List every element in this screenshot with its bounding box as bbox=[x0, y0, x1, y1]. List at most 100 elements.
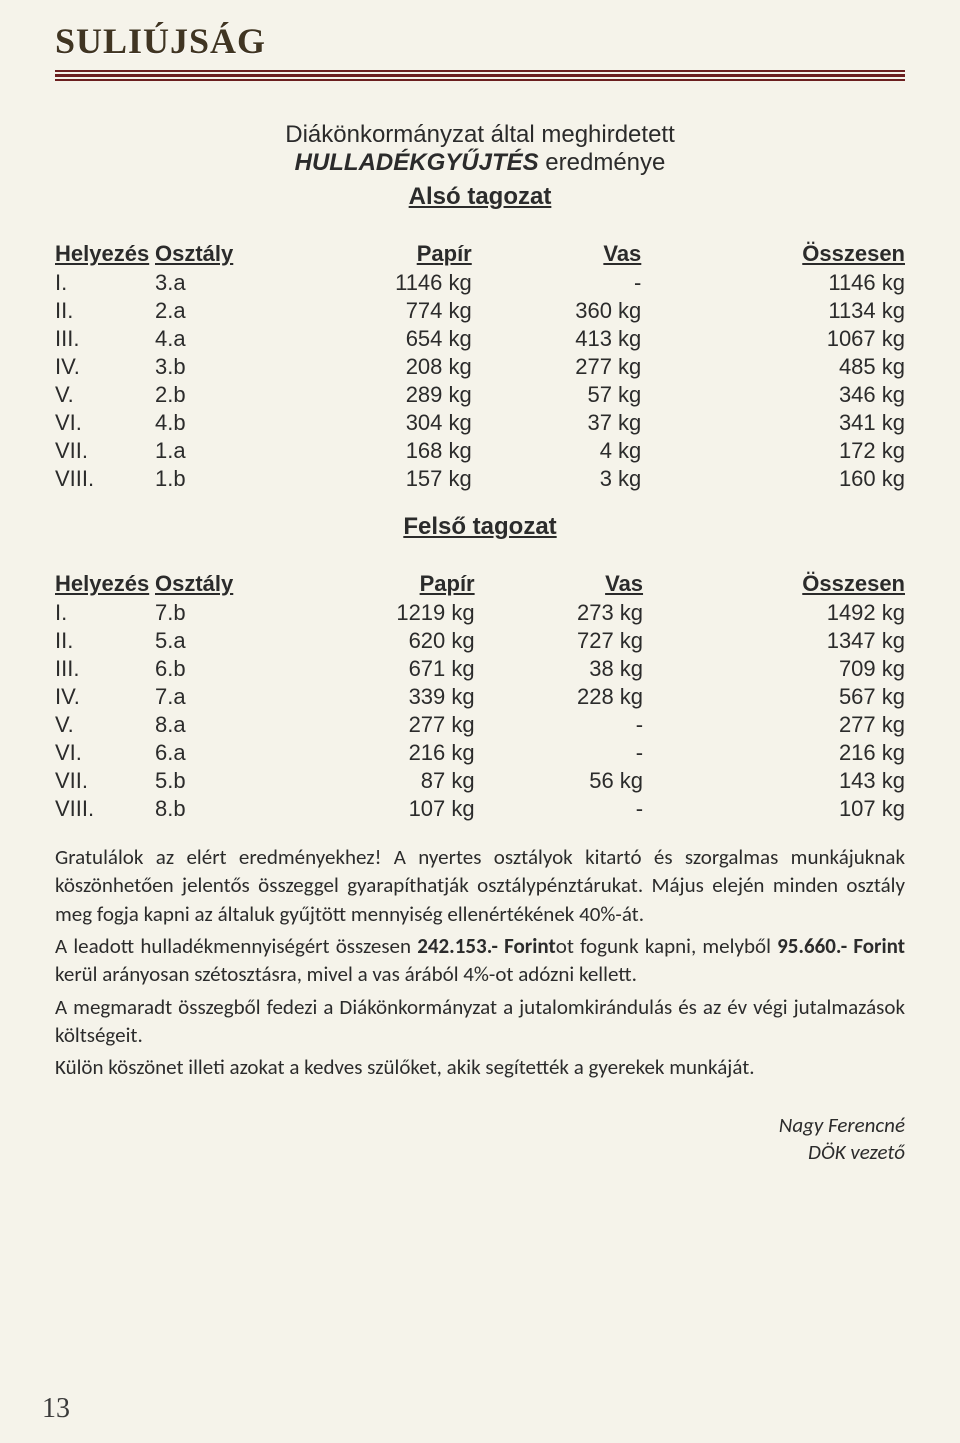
cell-vas: 727 kg bbox=[475, 627, 643, 655]
cell-rank: IV. bbox=[55, 683, 155, 711]
cell-rank: II. bbox=[55, 627, 155, 655]
title-line1: Diákönkormányzat által meghirdetett bbox=[55, 121, 905, 149]
title-line2: HULLADÉKGYŰJTÉS eredménye bbox=[55, 149, 905, 177]
article-title: Diákönkormányzat által meghirdetett HULL… bbox=[55, 121, 905, 211]
cell-osszesen: 143 kg bbox=[643, 767, 905, 795]
cell-vas: - bbox=[475, 739, 643, 767]
cell-vas: 413 kg bbox=[472, 325, 642, 353]
cell-papir: 1146 kg bbox=[275, 269, 472, 297]
header-rules bbox=[55, 70, 905, 81]
cell-vas: - bbox=[475, 795, 643, 823]
signature: Nagy Ferencné DÖK vezető bbox=[55, 1112, 905, 1167]
body-text: Gratulálok az elért eredményekhez! A nye… bbox=[55, 843, 905, 1082]
table-row: IV.3.b208 kg277 kg485 kg bbox=[55, 353, 905, 381]
page-number: 13 bbox=[0, 1393, 960, 1425]
cell-osszesen: 1347 kg bbox=[643, 627, 905, 655]
title-rest: eredménye bbox=[539, 149, 666, 176]
cell-vas: 273 kg bbox=[475, 599, 643, 627]
paragraph: A megmaradt összegből fedezi a Diákönkor… bbox=[55, 993, 905, 1050]
paragraph: Külön köszönet illeti azokat a kedves sz… bbox=[55, 1053, 905, 1081]
paragraph: A leadott hulladékmennyiségért összesen … bbox=[55, 932, 905, 989]
cell-osszesen: 1067 kg bbox=[641, 325, 905, 353]
cell-vas: 360 kg bbox=[472, 297, 642, 325]
cell-osszesen: 172 kg bbox=[641, 437, 905, 465]
cell-vas: 277 kg bbox=[472, 353, 642, 381]
table-row: III.6.b671 kg38 kg709 kg bbox=[55, 655, 905, 683]
table-row: II.5.a620 kg727 kg1347 kg bbox=[55, 627, 905, 655]
table-row: II.2.a774 kg360 kg1134 kg bbox=[55, 297, 905, 325]
table-row: VI.6.a216 kg-216 kg bbox=[55, 739, 905, 767]
cell-rank: I. bbox=[55, 599, 155, 627]
cell-papir: 157 kg bbox=[275, 465, 472, 493]
cell-osszesen: 341 kg bbox=[641, 409, 905, 437]
cell-class: 1.a bbox=[155, 437, 275, 465]
cell-osszesen: 1134 kg bbox=[641, 297, 905, 325]
cell-vas: 3 kg bbox=[472, 465, 642, 493]
table-header-row: Helyezés Osztály Papír Vas Összesen bbox=[55, 239, 905, 269]
masthead-title: SULIÚJSÁG bbox=[55, 20, 905, 62]
cell-rank: VII. bbox=[55, 767, 155, 795]
cell-papir: 654 kg bbox=[275, 325, 472, 353]
th-class: Osztály bbox=[155, 239, 275, 269]
cell-osszesen: 160 kg bbox=[641, 465, 905, 493]
cell-vas: - bbox=[472, 269, 642, 297]
cell-papir: 774 kg bbox=[275, 297, 472, 325]
table-row: III.4.a654 kg413 kg1067 kg bbox=[55, 325, 905, 353]
cell-rank: I. bbox=[55, 269, 155, 297]
table-row: V.2.b289 kg57 kg346 kg bbox=[55, 381, 905, 409]
section2-header: Felső tagozat bbox=[55, 513, 905, 541]
amount-bold: 95.660.- Forint bbox=[777, 933, 905, 959]
cell-rank: III. bbox=[55, 325, 155, 353]
section1-subtitle: Alsó tagozat bbox=[55, 183, 905, 211]
cell-class: 3.a bbox=[155, 269, 275, 297]
cell-vas: 56 kg bbox=[475, 767, 643, 795]
table-row: VI.4.b304 kg37 kg341 kg bbox=[55, 409, 905, 437]
cell-vas: - bbox=[475, 711, 643, 739]
cell-class: 4.b bbox=[155, 409, 275, 437]
cell-papir: 277 kg bbox=[275, 711, 475, 739]
cell-vas: 228 kg bbox=[475, 683, 643, 711]
cell-papir: 87 kg bbox=[275, 767, 475, 795]
text-span: ot fogunk kapni, melyből bbox=[556, 933, 777, 959]
th-rank: Helyezés bbox=[55, 569, 155, 599]
cell-rank: VIII. bbox=[55, 465, 155, 493]
cell-class: 6.a bbox=[155, 739, 275, 767]
cell-papir: 620 kg bbox=[275, 627, 475, 655]
cell-vas: 37 kg bbox=[472, 409, 642, 437]
cell-class: 5.a bbox=[155, 627, 275, 655]
table-row: I.7.b1219 kg273 kg1492 kg bbox=[55, 599, 905, 627]
cell-osszesen: 1146 kg bbox=[641, 269, 905, 297]
section2-subtitle: Felső tagozat bbox=[55, 513, 905, 541]
cell-rank: VI. bbox=[55, 409, 155, 437]
signature-role: DÖK vezető bbox=[55, 1139, 905, 1166]
amount-bold: 242.153.- Forint bbox=[417, 933, 556, 959]
th-rank: Helyezés bbox=[55, 239, 155, 269]
results-table-lower: Helyezés Osztály Papír Vas Összesen I.3.… bbox=[55, 239, 905, 493]
cell-vas: 38 kg bbox=[475, 655, 643, 683]
th-papir: Papír bbox=[275, 239, 472, 269]
cell-class: 3.b bbox=[155, 353, 275, 381]
table-row: V.8.a277 kg-277 kg bbox=[55, 711, 905, 739]
th-class: Osztály bbox=[155, 569, 275, 599]
cell-rank: VII. bbox=[55, 437, 155, 465]
table-row: VII.5.b87 kg56 kg143 kg bbox=[55, 767, 905, 795]
cell-rank: VIII. bbox=[55, 795, 155, 823]
cell-osszesen: 709 kg bbox=[643, 655, 905, 683]
cell-papir: 304 kg bbox=[275, 409, 472, 437]
table-row: IV.7.a339 kg228 kg567 kg bbox=[55, 683, 905, 711]
cell-class: 5.b bbox=[155, 767, 275, 795]
cell-osszesen: 346 kg bbox=[641, 381, 905, 409]
signature-name: Nagy Ferencné bbox=[55, 1112, 905, 1139]
cell-papir: 107 kg bbox=[275, 795, 475, 823]
cell-papir: 208 kg bbox=[275, 353, 472, 381]
cell-papir: 168 kg bbox=[275, 437, 472, 465]
th-vas: Vas bbox=[475, 569, 643, 599]
cell-papir: 1219 kg bbox=[275, 599, 475, 627]
cell-class: 6.b bbox=[155, 655, 275, 683]
table-row: I.3.a1146 kg-1146 kg bbox=[55, 269, 905, 297]
cell-osszesen: 216 kg bbox=[643, 739, 905, 767]
th-papir: Papír bbox=[275, 569, 475, 599]
table-row: VII.1.a168 kg4 kg172 kg bbox=[55, 437, 905, 465]
table-header-row: Helyezés Osztály Papír Vas Összesen bbox=[55, 569, 905, 599]
cell-class: 1.b bbox=[155, 465, 275, 493]
